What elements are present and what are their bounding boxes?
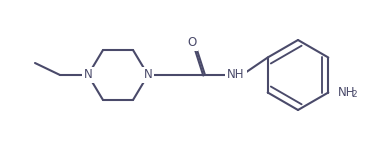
Text: 2: 2: [351, 90, 357, 99]
Text: N: N: [144, 69, 152, 81]
Text: O: O: [187, 36, 196, 50]
Text: N: N: [84, 69, 92, 81]
Text: NH: NH: [338, 86, 356, 99]
Text: NH: NH: [227, 68, 245, 81]
